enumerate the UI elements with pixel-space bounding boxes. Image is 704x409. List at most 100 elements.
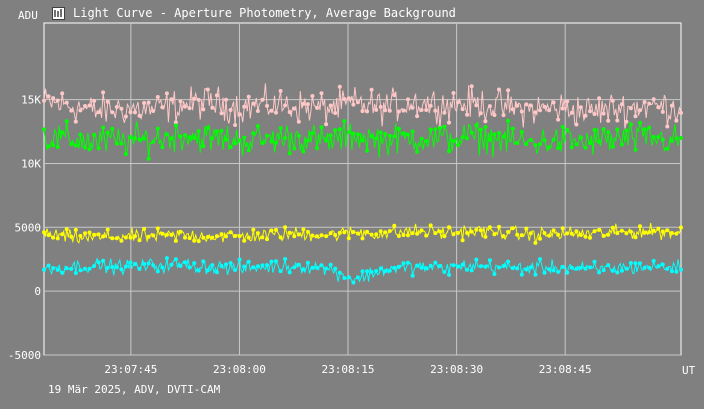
data-point xyxy=(597,96,602,101)
data-point xyxy=(410,231,415,236)
data-point xyxy=(233,234,238,238)
data-point xyxy=(46,233,51,238)
data-point xyxy=(583,145,588,150)
data-point xyxy=(542,270,547,275)
data-point xyxy=(401,108,406,113)
data-point xyxy=(569,265,574,270)
data-point xyxy=(378,104,383,109)
data-point xyxy=(524,226,529,231)
data-point xyxy=(533,272,538,277)
data-point xyxy=(510,126,515,131)
data-point xyxy=(469,268,474,273)
data-point xyxy=(187,236,192,241)
data-point xyxy=(456,231,460,235)
data-point xyxy=(183,235,187,240)
data-point xyxy=(651,228,656,233)
data-point xyxy=(365,148,370,153)
data-point xyxy=(305,260,310,265)
data-point xyxy=(119,106,124,111)
data-point xyxy=(164,232,169,237)
data-point xyxy=(606,118,611,123)
y-tick-label: 0 xyxy=(34,285,41,298)
data-point xyxy=(524,267,529,272)
data-point xyxy=(278,235,283,240)
data-point xyxy=(269,108,274,113)
data-point xyxy=(101,234,106,239)
data-point xyxy=(374,232,379,237)
data-point xyxy=(301,149,306,154)
data-point xyxy=(319,91,324,96)
data-point xyxy=(205,87,210,92)
data-point xyxy=(160,265,165,270)
data-point xyxy=(415,231,420,236)
data-point xyxy=(301,227,306,232)
data-point xyxy=(60,270,65,275)
data-point xyxy=(569,145,574,150)
data-point xyxy=(392,265,397,270)
data-point xyxy=(506,88,511,93)
data-point xyxy=(387,133,392,138)
data-point xyxy=(515,103,520,108)
data-point xyxy=(328,231,333,236)
data-point xyxy=(528,231,533,236)
data-point xyxy=(142,262,147,266)
data-point xyxy=(369,270,374,274)
data-point xyxy=(351,102,356,107)
data-point xyxy=(269,139,274,144)
data-point xyxy=(442,234,447,239)
data-point xyxy=(246,259,251,264)
data-point xyxy=(201,259,206,264)
data-point xyxy=(173,120,178,125)
data-point xyxy=(51,235,56,240)
data-point xyxy=(137,113,142,118)
data-point xyxy=(360,109,365,114)
data-point xyxy=(392,223,397,228)
data-point xyxy=(483,264,488,269)
data-point xyxy=(506,118,511,123)
data-point xyxy=(669,269,674,274)
data-point xyxy=(333,233,338,237)
grid-lines xyxy=(44,23,681,356)
data-point xyxy=(519,272,524,277)
data-point xyxy=(387,108,392,113)
data-point xyxy=(487,104,492,109)
data-point xyxy=(624,266,629,271)
data-point xyxy=(615,270,620,275)
data-point xyxy=(533,110,538,115)
data-point xyxy=(474,227,479,232)
data-point xyxy=(647,230,652,235)
data-point xyxy=(433,260,438,265)
data-point xyxy=(437,263,442,268)
data-point xyxy=(105,130,110,135)
data-point xyxy=(292,265,297,270)
data-point xyxy=(155,269,160,274)
light-curve-app-icon xyxy=(52,6,65,20)
data-point xyxy=(278,89,283,93)
data-point xyxy=(551,228,556,233)
data-point xyxy=(492,232,497,237)
data-point xyxy=(305,102,310,107)
data-point xyxy=(506,259,511,264)
data-point xyxy=(219,264,224,268)
data-point xyxy=(160,231,165,236)
x-tick-label: 23:08:15 xyxy=(322,363,375,376)
data-point xyxy=(269,228,274,233)
data-point xyxy=(492,113,497,117)
data-point xyxy=(73,119,78,124)
data-point xyxy=(73,143,78,148)
data-point xyxy=(656,105,661,110)
data-point xyxy=(69,108,74,113)
data-point xyxy=(396,264,401,269)
data-point xyxy=(483,125,488,129)
data-point xyxy=(451,91,456,95)
data-point xyxy=(246,148,251,153)
data-point xyxy=(674,118,679,123)
series-2 xyxy=(42,118,683,161)
data-series xyxy=(42,83,683,285)
data-point xyxy=(292,106,297,111)
data-point xyxy=(638,120,642,125)
data-point xyxy=(55,145,60,149)
data-point xyxy=(456,264,460,269)
data-point xyxy=(133,234,137,239)
data-point xyxy=(606,232,611,237)
